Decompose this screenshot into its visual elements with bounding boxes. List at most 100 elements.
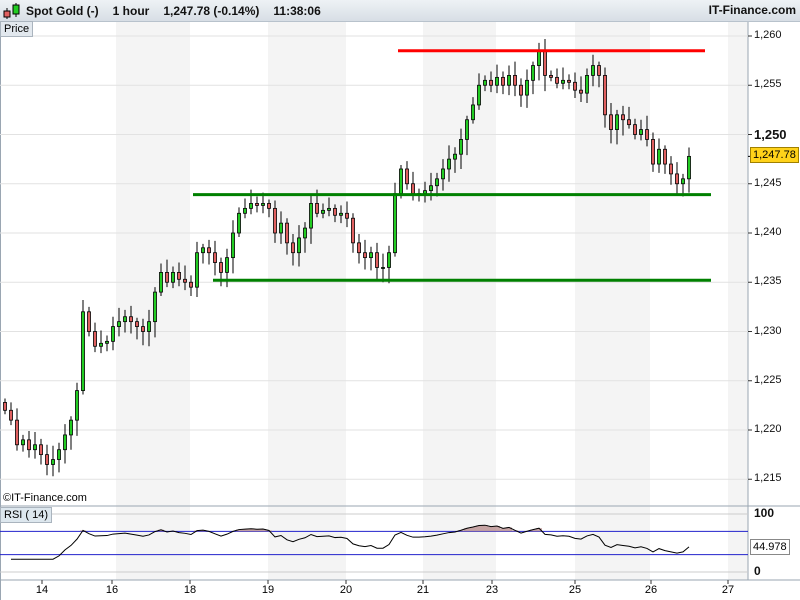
x-tick-label: 23 (485, 584, 499, 596)
candle-body (273, 207, 277, 234)
rsi-overbought-fill (500, 528, 506, 532)
x-tick-label: 25 (568, 584, 582, 596)
candle-body (429, 185, 433, 192)
candle-body (345, 212, 349, 219)
x-tick-label: 20 (339, 584, 353, 596)
candle-body (165, 271, 169, 283)
rsi-overbought-fill (254, 529, 260, 532)
candle-body (375, 252, 379, 268)
candle-body (627, 119, 631, 126)
rsi-tick-label: 100 (754, 506, 775, 520)
candle-body (525, 79, 529, 96)
rsi-overbought-fill (236, 529, 242, 532)
candle-body (621, 114, 625, 121)
candle-body (327, 207, 331, 211)
candle-body (69, 419, 73, 436)
candle-body (189, 281, 193, 288)
rsi-tick-label: 0 (754, 564, 761, 578)
candle-body (153, 291, 157, 323)
candle-body (51, 459, 55, 465)
candle-body (501, 76, 505, 86)
candle-body (459, 139, 463, 155)
candle-body (201, 247, 205, 254)
candle-body (573, 81, 577, 91)
rsi-overbought-fill (506, 527, 512, 532)
rsi-overbought-fill (248, 528, 254, 532)
candle-body (237, 212, 241, 234)
rsi-overbought-fill (260, 529, 266, 532)
candle-body (483, 79, 487, 86)
candle-body (333, 207, 337, 216)
candle-body (603, 75, 607, 116)
candle-body (159, 271, 163, 293)
title-bar: Spot Gold (-) 1 hour 1,247.78 (-0.14%) 1… (0, 0, 800, 22)
candle-body (33, 444, 37, 451)
candle-body (195, 252, 199, 288)
candle-body (549, 75, 553, 78)
candle-body (441, 168, 445, 180)
clock: 11:38:06 (273, 3, 321, 18)
session-shade (575, 22, 650, 580)
candle-body (615, 114, 619, 130)
y-tick-label: 1,245 (754, 176, 782, 189)
x-tick-label: 18 (183, 584, 197, 596)
candle-body (609, 114, 613, 130)
candle-body (303, 227, 307, 239)
candle-body (21, 439, 25, 446)
last-price-badge: 1,247.78 (750, 147, 799, 163)
timeframe[interactable]: 1 hour (112, 3, 150, 18)
candle-body (351, 217, 355, 244)
rsi-overbought-fill (242, 529, 248, 532)
rsi-overbought-fill (536, 528, 542, 532)
candle-body (39, 444, 43, 456)
candle-body (453, 153, 457, 160)
y-tick-label: 1,250 (754, 126, 787, 142)
y-tick-label: 1,235 (754, 275, 782, 288)
candle-body (579, 89, 583, 94)
candle-body (663, 148, 667, 165)
rsi-overbought-fill (494, 526, 500, 532)
candle-body (213, 252, 217, 263)
candle-body (633, 124, 637, 135)
candle-body (357, 242, 361, 254)
candle-body (399, 168, 403, 195)
session-shade (728, 22, 748, 580)
rsi-pane-label: RSI ( 14) (0, 507, 53, 523)
candle-body (639, 129, 643, 135)
candle-body (45, 454, 49, 465)
rsi-overbought-fill (470, 527, 476, 532)
candle-body (555, 76, 559, 84)
rsi-overbought-fill (200, 530, 206, 532)
candle-body (687, 155, 691, 180)
candle-body (255, 203, 259, 206)
y-tick-label: 1,215 (754, 472, 782, 485)
candle-body (249, 203, 253, 209)
copyright: ©IT-Finance.com (3, 492, 87, 504)
y-tick-label: 1,225 (754, 373, 782, 386)
rsi-overbought-fill (530, 529, 536, 532)
candle-body (261, 203, 265, 206)
candle-body (3, 402, 7, 411)
candle-body (9, 409, 13, 421)
candle-body (585, 75, 589, 94)
candle-body (15, 419, 19, 446)
candle-body (285, 222, 289, 244)
quote: 1,247.78 (-0.14%) (163, 3, 260, 18)
candle-body (267, 203, 271, 209)
rsi-overbought-fill (158, 529, 164, 532)
candle-body (309, 203, 313, 229)
candle-body (519, 84, 523, 96)
candle-body (225, 257, 229, 273)
candle-body (27, 439, 31, 451)
candle-body (207, 247, 211, 254)
candle-body (567, 79, 571, 83)
candle-body (81, 311, 85, 391)
session-shade (423, 22, 496, 580)
candle-body (651, 139, 655, 165)
candle-body (363, 252, 367, 259)
candle-body (219, 262, 223, 273)
candle-body (435, 178, 439, 187)
candle-body (339, 212, 343, 216)
rsi-line (11, 524, 690, 560)
